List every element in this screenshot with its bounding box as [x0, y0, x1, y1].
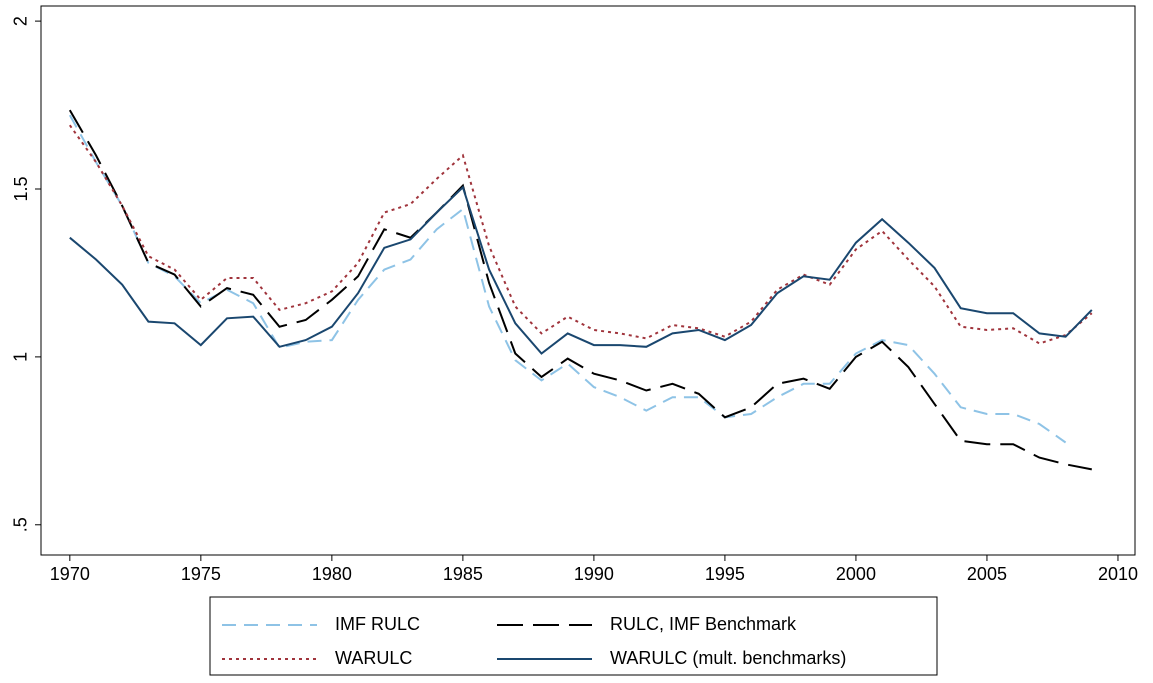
plot-frame — [40, 5, 1136, 556]
legend-box — [209, 596, 938, 676]
x-tick-label: 2000 — [836, 564, 876, 584]
x-tick-label: 1985 — [443, 564, 483, 584]
y-tick-label: 1 — [11, 352, 31, 362]
x-tick-label: 1970 — [50, 564, 90, 584]
legend-label: RULC, IMF Benchmark — [610, 614, 797, 634]
x-tick-label: 1975 — [181, 564, 221, 584]
y-tick-label: .5 — [11, 517, 31, 532]
x-tick-label: 1995 — [705, 564, 745, 584]
legend-label: IMF RULC — [335, 614, 420, 634]
series-line — [68, 109, 1092, 471]
series-line — [68, 124, 1093, 345]
legend-label: WARULC — [335, 648, 412, 668]
x-tick-label: 1980 — [312, 564, 352, 584]
y-tick-label: 2 — [11, 16, 31, 26]
series-line — [69, 185, 1093, 355]
x-tick-label: 2010 — [1098, 564, 1138, 584]
series-line — [68, 114, 1067, 444]
legend-label: WARULC (mult. benchmarks) — [610, 648, 846, 668]
x-tick-label: 1990 — [574, 564, 614, 584]
y-tick-label: 1.5 — [11, 176, 31, 201]
x-tick-label: 2005 — [967, 564, 1007, 584]
